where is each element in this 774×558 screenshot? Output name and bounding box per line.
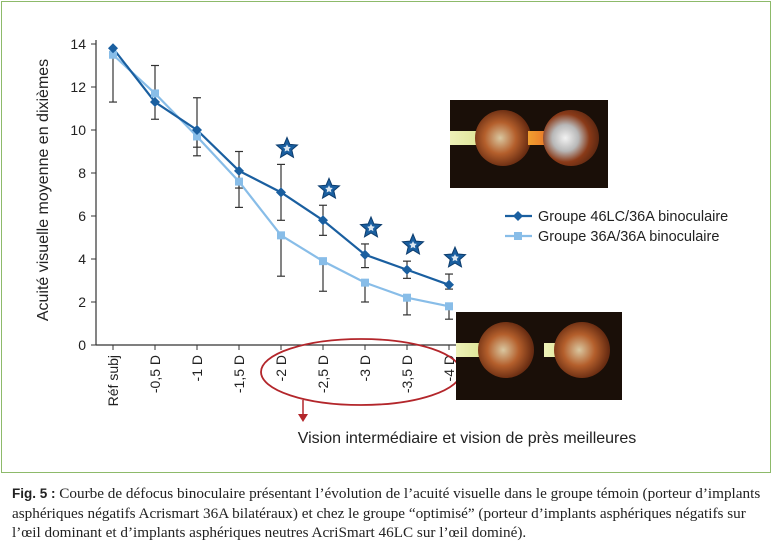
figure-frame	[1, 1, 771, 473]
x-tick-label: -3,5 D	[399, 355, 415, 393]
x-tick-label: -2 D	[273, 355, 289, 381]
y-tick-label: 12	[70, 79, 86, 95]
defocus-curve-chart: 0 2 4 6 8 10 12 14 Réf subj -0,5 D -1 D -1,5 D -2 D -…	[35, 36, 728, 447]
data-point-square	[403, 293, 411, 302]
data-point-diamond	[318, 215, 328, 226]
significance-star-highlight	[451, 254, 459, 262]
significance-star-highlight	[409, 241, 417, 249]
significance-star-highlight	[283, 144, 291, 152]
data-point-diamond	[234, 165, 244, 176]
data-point-square	[193, 132, 201, 141]
eye-optics-comparison-photo	[450, 100, 608, 188]
x-tick-label: -1 D	[189, 355, 205, 381]
annotation-text: Vision intermédiaire et vision de près m…	[298, 430, 637, 447]
significance-star-highlight	[325, 185, 333, 193]
data-point-square	[235, 177, 243, 186]
data-point-diamond	[444, 279, 454, 290]
y-tick-label: 10	[70, 122, 86, 138]
x-tick-label: Réf subj	[105, 355, 121, 406]
data-point-square	[277, 231, 285, 240]
x-tick-label: -4 D	[441, 355, 457, 381]
x-tick-label: -3 D	[357, 355, 373, 381]
y-tick-label: 2	[78, 294, 86, 310]
annotation-arrow-head	[298, 414, 308, 422]
legend-marker-square	[514, 232, 522, 240]
chart-legend: Groupe 46LC/36A binoculaire Groupe 36A/36…	[505, 209, 728, 245]
data-point-diamond	[276, 187, 286, 198]
data-point-square	[361, 278, 369, 287]
data-point-diamond	[192, 125, 202, 135]
significance-stars	[275, 136, 467, 268]
x-tick-label: -0,5 D	[147, 355, 163, 393]
error-bars	[109, 48, 453, 320]
legend-label: Groupe 46LC/36A binoculaire	[538, 209, 728, 225]
data-point-square	[109, 50, 117, 59]
series-markers	[108, 43, 454, 311]
caption-text: Courbe de défocus binoculaire présentant…	[12, 485, 761, 541]
data-point-square	[151, 89, 159, 98]
data-point-diamond	[402, 264, 412, 275]
figure-label: Fig. 5 :	[12, 486, 56, 501]
data-point-diamond	[108, 43, 118, 54]
y-axis-label: Acuité visuelle moyenne en dixièmes	[35, 59, 52, 321]
y-tick-label: 8	[78, 165, 86, 181]
eye-optics-comparison-photo	[456, 312, 622, 400]
data-point-square	[445, 302, 453, 311]
y-tick-label: 4	[78, 251, 86, 267]
data-point-diamond	[360, 249, 370, 260]
x-tick-label: -2,5 D	[315, 355, 331, 393]
data-point-diamond	[150, 97, 160, 108]
data-point-square	[319, 257, 327, 266]
legend-label: Groupe 36A/36A binoculaire	[538, 229, 719, 245]
y-tick-label: 0	[78, 337, 86, 353]
legend-marker-diamond	[513, 211, 523, 221]
chart-axes: 0 2 4 6 8 10 12 14 Réf subj -0,5 D -1 D -1,5 D -2 D -…	[70, 36, 461, 406]
x-tick-label: -1,5 D	[231, 355, 247, 393]
significance-star-highlight	[367, 223, 375, 232]
y-tick-label: 14	[70, 36, 86, 52]
y-tick-label: 6	[78, 208, 86, 224]
figure-caption: Fig. 5 : Courbe de défocus binoculaire p…	[12, 484, 764, 543]
